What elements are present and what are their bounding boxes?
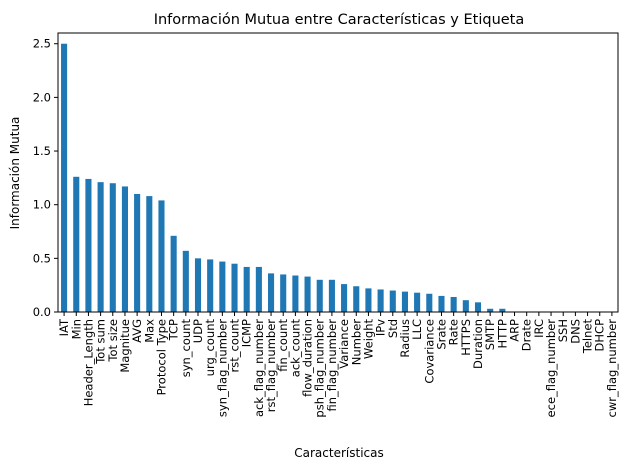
x-tick-label: syn_count: [179, 319, 193, 378]
x-tick-label: syn_flag_number: [215, 319, 229, 417]
x-tick-label: Drate: [520, 319, 534, 351]
x-tick-label: ARP: [508, 319, 522, 342]
bar: [389, 290, 396, 312]
x-tick-label: AVG: [130, 319, 144, 343]
x-tick-label: fin_flag_number: [325, 319, 339, 412]
bar: [438, 295, 445, 312]
y-tick-label: 2.0: [33, 90, 51, 104]
x-tick-label: Radius: [398, 319, 412, 358]
bar: [243, 266, 250, 312]
x-tick-label: Variance: [337, 319, 351, 369]
x-tick-label: ece_flag_number: [544, 319, 558, 418]
x-tick-label: rst_flag_number: [264, 319, 278, 412]
bar: [304, 276, 311, 312]
bar: [231, 263, 238, 312]
y-axis: 0.0 0.5 1.0 1.5 2.0 2.5: [33, 37, 58, 319]
bar: [462, 300, 469, 312]
chart-title: Información Mutua entre Características …: [154, 12, 525, 28]
x-tick-label: Magnitue: [118, 319, 132, 373]
x-tick-label: Srate: [434, 319, 448, 350]
bar: [170, 235, 177, 312]
bar: [61, 43, 68, 312]
x-tick-label: HTTP: [495, 319, 509, 348]
x-tick-label: UDP: [191, 319, 205, 343]
x-tick-label: Min: [69, 319, 83, 339]
x-tick-label: LLC: [410, 319, 424, 340]
x-tick-label: Protocol Type: [154, 319, 168, 395]
x-tick-label: IAT: [57, 318, 71, 336]
bar: [194, 258, 202, 312]
x-tick-label: TCP: [167, 319, 181, 341]
bar: [377, 289, 384, 312]
bar: [280, 274, 287, 312]
bar: [414, 292, 421, 312]
bar: [401, 291, 408, 312]
bar: [73, 176, 80, 312]
x-tick-label: Max: [142, 319, 156, 343]
bar: [474, 302, 482, 312]
y-tick-label: 1.0: [33, 198, 51, 212]
x-tick-label: Std: [386, 319, 400, 338]
bar: [85, 178, 92, 312]
bar: [487, 308, 494, 312]
bar: [134, 193, 141, 312]
bar: [182, 250, 189, 312]
x-tick-label: Telnet: [581, 319, 595, 355]
x-tick-label: rst_count: [228, 319, 242, 373]
bar: [109, 183, 116, 312]
x-tick-label: DHCP: [593, 319, 607, 352]
x-tick-label: Tot size: [106, 319, 120, 363]
x-tick-label: Weight: [361, 319, 375, 360]
x-tick-label: Duration: [471, 319, 485, 369]
x-tick-label: psh_flag_number: [313, 319, 327, 418]
bar: [146, 196, 153, 312]
x-tick-label: Tot sum: [94, 319, 108, 365]
x-tick-label: cwr_flag_number: [605, 319, 619, 418]
bar: [97, 182, 104, 312]
bar: [219, 261, 226, 312]
bar: [450, 296, 457, 312]
bar: [353, 286, 360, 312]
x-tick-label: Rate: [447, 319, 461, 345]
bar: [207, 259, 214, 312]
bar: [268, 273, 275, 312]
x-tick-label: urg_count: [203, 319, 217, 377]
bar: [341, 284, 348, 312]
bar: [499, 308, 506, 312]
y-tick-label: 2.5: [33, 37, 51, 51]
bar: [292, 275, 299, 312]
x-tick-label: ack_count: [288, 319, 302, 378]
x-tick-label: flow_duration: [301, 319, 315, 397]
x-tick-label: IPv: [374, 319, 388, 336]
x-tick-label: IRC: [532, 319, 546, 338]
x-tick-label: ack_flag_number: [252, 319, 266, 417]
x-tick-label: DNS: [568, 319, 582, 344]
x-tick-label: SSH: [556, 319, 570, 342]
y-axis-label: Información Mutua: [8, 117, 22, 230]
plot-frame: [57, 32, 619, 313]
x-tick-label: Header_Length: [81, 319, 95, 406]
bars-group: [61, 43, 506, 312]
bar: [121, 186, 128, 312]
x-axis-label: Características: [294, 446, 383, 460]
bar: [328, 279, 335, 312]
y-tick-label: 1.5: [33, 144, 51, 158]
x-tick-label: ICMP: [240, 319, 254, 347]
x-tick-label: HTTPS: [459, 319, 473, 356]
bar: [426, 293, 433, 312]
x-tick-label: Number: [349, 319, 363, 365]
bar: [365, 288, 372, 312]
bar: [316, 279, 323, 312]
x-tick-label: fin_count: [276, 319, 290, 372]
x-tick-label: Covariance: [422, 319, 436, 384]
x-tick-label: SMTP: [483, 319, 497, 350]
y-tick-label: 0.5: [33, 251, 51, 265]
y-tick-label: 0.0: [33, 305, 51, 319]
bar: [255, 266, 262, 312]
bar: [158, 200, 165, 312]
